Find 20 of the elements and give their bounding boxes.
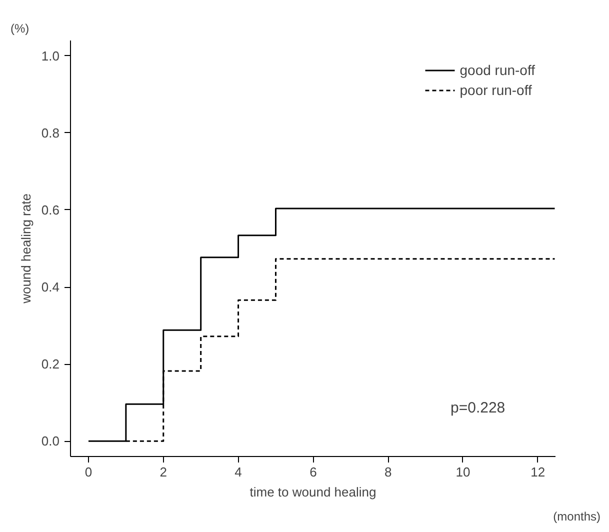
y-axis-title: wound healing rate <box>18 194 34 304</box>
y-tick-label: 0.2 <box>41 356 60 372</box>
text: (months) <box>553 510 601 524</box>
x-tick-label: 10 <box>456 464 470 480</box>
x-tick-label: 8 <box>384 464 392 480</box>
x-tick-label: 0 <box>84 464 92 480</box>
x-tick-label: 12 <box>530 464 546 480</box>
y-tick-label: 0.4 <box>41 280 60 295</box>
text: (%) <box>10 22 30 36</box>
legend-label: poor run-off <box>460 82 532 98</box>
y-tick-label: 0.8 <box>41 125 60 140</box>
y-tick-label: 1.0 <box>41 48 60 64</box>
y-tick-label: 0.6 <box>41 202 60 218</box>
legend-label: good run-off <box>460 62 535 78</box>
x-tick-label: 6 <box>310 464 317 480</box>
x-axis-title: time to wound healing <box>250 484 376 500</box>
x-tick-label: 4 <box>234 464 242 480</box>
y-tick-label: 0.0 <box>41 434 60 449</box>
annotation: p=0.228 <box>450 400 506 416</box>
x-tick-label: 2 <box>160 464 167 480</box>
